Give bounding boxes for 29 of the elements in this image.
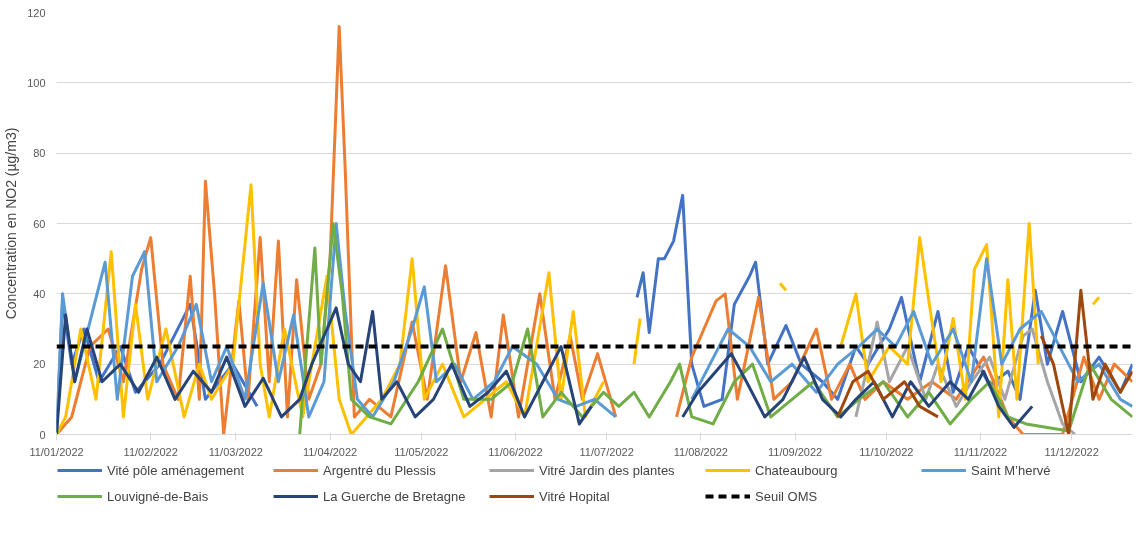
x-tick-label: 11/04/2022: [302, 445, 358, 458]
x-tick-label: 11/05/2022: [394, 445, 449, 458]
y-tick-label: 100: [27, 76, 46, 89]
legend-label: Vitré Hopital: [539, 488, 611, 504]
x-tick-label: 11/07/2022: [579, 445, 634, 458]
x-tick-label: 11/02/2022: [123, 445, 178, 458]
legend-label: Seuil OMS: [755, 488, 819, 504]
legend-label: Vité pôle aménagement: [107, 462, 246, 478]
legend-label: La Guerche de Bretagne: [323, 488, 467, 504]
y-tick-label: 40: [33, 287, 46, 300]
x-tick-label: 11/12/2022: [1044, 445, 1099, 458]
x-tick-label: 11/11/2022: [953, 445, 1008, 458]
x-tick-label: 11/10/2022: [859, 445, 914, 458]
x-tick-label: 11/08/2022: [673, 445, 729, 458]
legend-label: Louvigné-de-Bais: [107, 488, 210, 504]
legend-label: Chateaubourg: [755, 462, 839, 478]
x-tick-label: 11/01/2022: [29, 445, 84, 458]
legend-label: Saint M’hervé: [971, 462, 1052, 478]
x-tick-label: 11/06/2022: [488, 445, 543, 458]
legend-label: Argentré du Plessis: [323, 462, 437, 478]
y-axis-title: Concentration en NO2 (µg/m3): [3, 127, 20, 320]
x-tick-label: 11/09/2022: [767, 445, 823, 458]
y-tick-label: 120: [27, 6, 46, 19]
y-tick-label: 60: [33, 217, 46, 230]
y-tick-label: 80: [33, 147, 46, 160]
legend-label: Vitré Jardin des plantes: [539, 462, 676, 478]
y-tick-label: 20: [33, 358, 46, 371]
y-tick-label: 0: [39, 428, 46, 441]
x-tick-label: 11/03/2022: [208, 445, 263, 458]
